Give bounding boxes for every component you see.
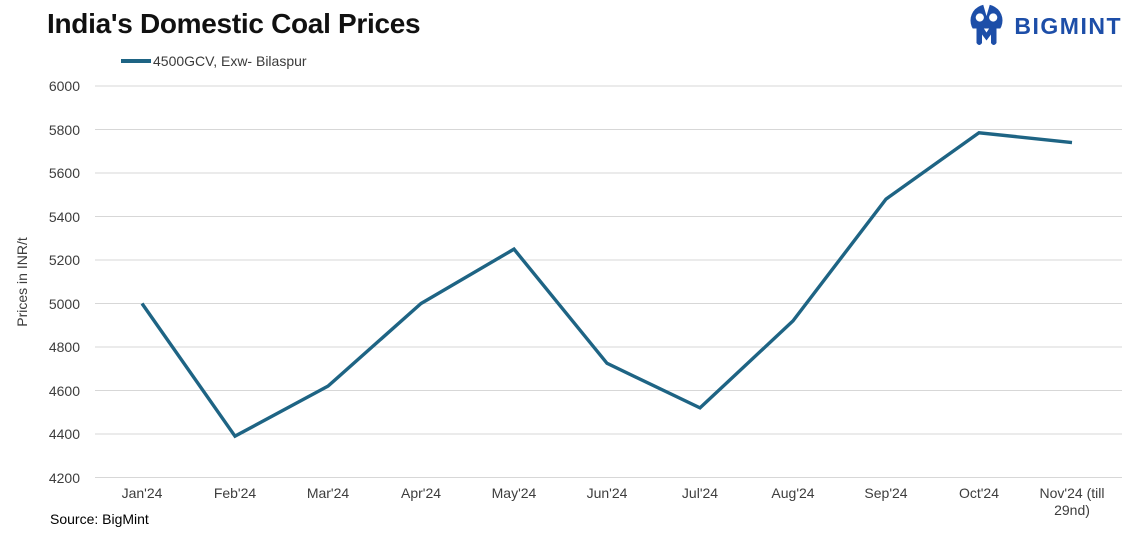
y-axis-title: Prices in INR/t [14,237,30,327]
y-axis-tick-label: 5800 [48,121,80,138]
x-axis-tick-label: Apr'24 [400,485,442,501]
x-axis-tick-label: Sep'24 [864,485,908,501]
source-note: Source: BigMint [50,511,149,527]
legend-series-label: 4500GCV, Exw- Bilaspur [153,53,307,69]
price-line-series [140,131,1073,439]
chart-title: India's Domestic Coal Prices [47,8,421,39]
x-axis-tick-label: Aug'24 [771,485,815,501]
x-axis-tick-label: Feb'24 [213,485,257,501]
y-axis-tick-label: 6000 [48,78,80,94]
x-axis-tick-label: Jan'24 [121,485,163,501]
y-axis-tick-label: 5200 [48,252,80,268]
legend-line-swatch [121,59,151,63]
y-axis-tick-label: 4200 [48,469,80,486]
brand-wordmark: BIGMINT [1014,12,1122,39]
x-axis-tick-label: Mar'24 [306,485,350,501]
brand-logo: BIGMINT [966,4,1122,49]
y-axis-tick-label: 5000 [48,295,80,312]
bigmint-mascot-icon [966,4,1008,49]
x-axis-tick-label: Jun'24 [586,485,628,501]
y-axis-tick-label: 4800 [48,339,80,355]
legend: 4500GCV, Exw- Bilaspur [121,53,307,69]
y-axis-tick-label: 5600 [48,165,80,181]
x-axis-tick-label: Nov'24 (till 29nd) [1039,485,1105,518]
y-axis-tick-label: 4600 [48,382,80,399]
x-axis-tick-label: Jul'24 [681,485,719,501]
x-axis-tick-label: May'24 [491,485,537,501]
y-axis-tick-label: 4400 [48,426,80,442]
x-axis-tick-label: Oct'24 [958,485,1000,501]
y-axis-tick-label: 5400 [48,208,80,225]
